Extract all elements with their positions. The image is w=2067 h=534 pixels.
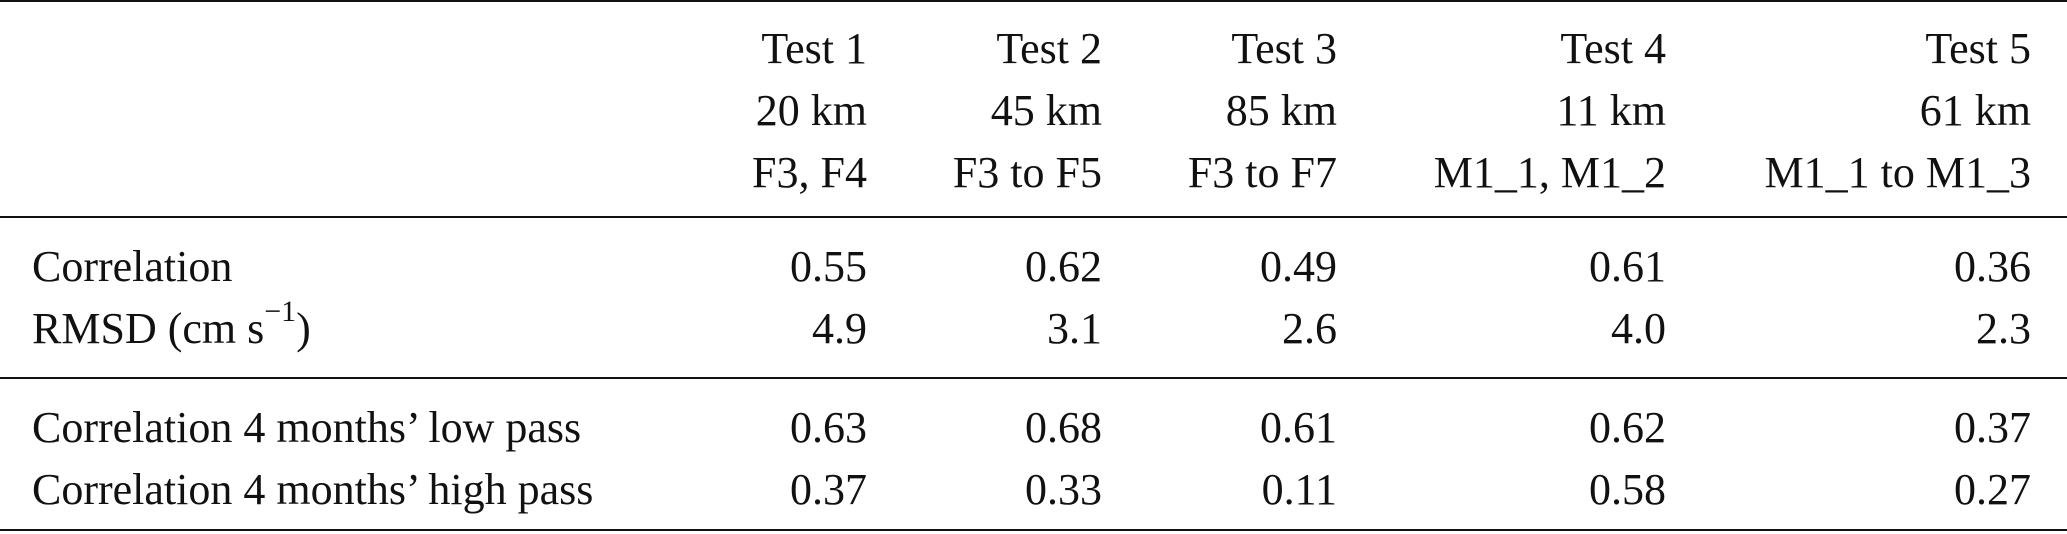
table-cell: 0.61 (1589, 241, 1666, 291)
table-cell: 4.0 (1611, 303, 1666, 353)
bottom-rule (0, 529, 2067, 531)
table-cell: 0.63 (790, 402, 867, 452)
table-cell: 2.6 (1282, 303, 1337, 353)
col-header-moorings: F3 to F7 (1187, 147, 1337, 197)
row-label: RMSD (cm s−1) (32, 297, 720, 359)
table-cell: 0.33 (1025, 464, 1102, 514)
header-rule (0, 216, 2067, 218)
table-cell: 0.55 (790, 241, 867, 291)
col-header-distance: 61 km (1919, 85, 2031, 135)
table-cell: 0.37 (1954, 402, 2031, 452)
table-cell: 0.62 (1025, 241, 1102, 291)
col-header-distance: 20 km (755, 85, 867, 135)
col-header-distance: 45 km (990, 85, 1102, 135)
table-row: Correlation 4 months’ high pass 0.37 0.3… (0, 458, 2067, 520)
col-header-name: Test 1 (761, 23, 867, 73)
row-label-text: RMSD (cm s (32, 303, 265, 353)
col-header-moorings: M1_1 to M1_3 (1764, 147, 2031, 197)
col-header-name: Test 3 (1231, 23, 1337, 73)
col-header-distance: 85 km (1225, 85, 1337, 135)
row-label: Correlation 4 months’ high pass (32, 464, 594, 514)
table-row: RMSD (cm s−1) 4.9 3.1 2.6 4.0 2.3 (0, 297, 2067, 359)
table-cell: 0.49 (1260, 241, 1337, 291)
table-cell: 0.27 (1954, 464, 2031, 514)
header-row-distances: 20 km 45 km 85 km 11 km 61 km (0, 79, 2067, 141)
table-cell: 0.58 (1589, 464, 1666, 514)
header-row-names: Test 1 Test 2 Test 3 Test 4 Test 5 (0, 17, 2067, 79)
table-cell: 0.36 (1954, 241, 2031, 291)
col-header-distance: 11 km (1556, 85, 1666, 135)
table-cell: 0.62 (1589, 402, 1666, 452)
col-header-moorings: F3 to F5 (952, 147, 1102, 197)
table-cell: 3.1 (1047, 303, 1102, 353)
table-cell: 0.68 (1025, 402, 1102, 452)
table-cell: 4.9 (812, 303, 867, 353)
unit-exponent: −1 (264, 297, 297, 328)
row-label-tail: ) (296, 303, 311, 353)
results-table: Test 1 Test 2 Test 3 Test 4 Test 5 20 km… (0, 17, 2067, 520)
table-row: Correlation 0.55 0.62 0.49 0.61 0.36 (0, 235, 2067, 297)
table-cell: 2.3 (1976, 303, 2031, 353)
row-label: Correlation 4 months’ low pass (32, 402, 582, 452)
row-label: Correlation (32, 241, 233, 291)
section-rule (0, 377, 2067, 379)
table-cell: 0.61 (1260, 402, 1337, 452)
col-header-moorings: M1_1, M1_2 (1433, 147, 1666, 197)
col-header-name: Test 5 (1925, 23, 2031, 73)
top-rule (0, 0, 2067, 2)
table-cell: 0.37 (790, 464, 867, 514)
col-header-name: Test 4 (1560, 23, 1666, 73)
table-cell: 0.11 (1261, 464, 1337, 514)
header-row-moorings: F3, F4 F3 to F5 F3 to F7 M1_1, M1_2 M1_1… (0, 141, 2067, 203)
table-row: Correlation 4 months’ low pass 0.63 0.68… (0, 396, 2067, 458)
col-header-name: Test 2 (996, 23, 1102, 73)
col-header-moorings: F3, F4 (752, 147, 867, 197)
